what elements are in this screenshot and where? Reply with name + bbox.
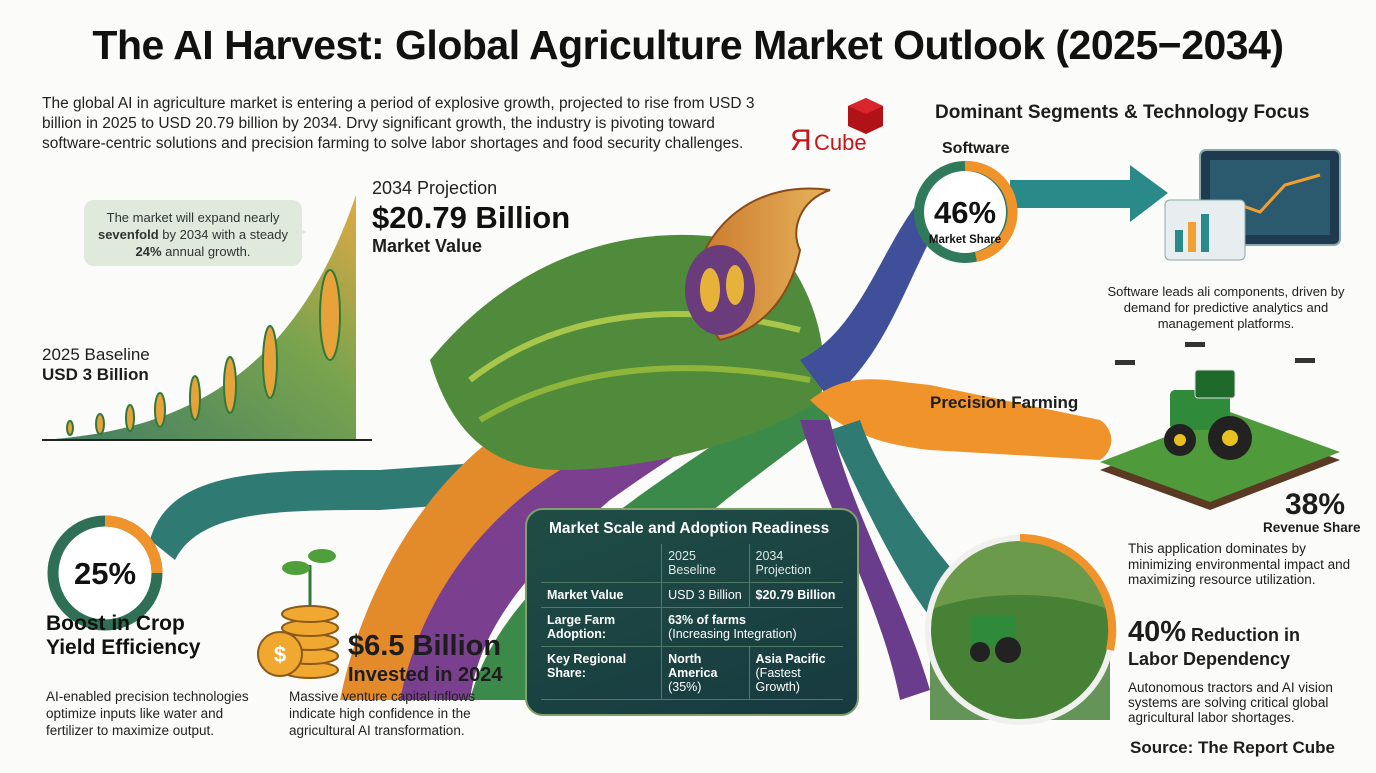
row-label: Key Regional Share: — [541, 646, 662, 700]
row-label: Market Value — [541, 582, 662, 608]
software-label: Software — [942, 140, 1010, 157]
cell-line: 63% of farms — [668, 613, 746, 627]
labor-percent: 40% — [1128, 616, 1187, 648]
svg-text:$: $ — [274, 642, 286, 667]
intro-paragraph: The global AI in agriculture market is e… — [42, 95, 755, 152]
cell: $20.79 Billion — [748, 582, 843, 608]
precision-farming-arrow — [810, 379, 1112, 460]
baseline-label: 2025 Baseline — [42, 345, 150, 364]
table-row: Large Farm Adoption: 63% of farms (Increas… — [541, 607, 843, 647]
cell-line: (Fastest Growth) — [755, 666, 801, 694]
cell: 63% of farms (Increasing Integration) — [661, 607, 843, 647]
projection-label: 2034 Projection — [372, 178, 498, 198]
callout-sevenfold: sevenfold — [97, 227, 159, 242]
software-percent: 46% — [933, 195, 997, 230]
projection-value: $20.79 Billion — [372, 200, 571, 235]
software-desc: Software leads ali components, driven by… — [1107, 284, 1345, 331]
market-scale-table: Market Scale and Adoption Readiness 2025… — [525, 508, 859, 716]
yield-title-line: Boost in Crop — [46, 612, 185, 635]
table-header — [541, 544, 662, 583]
cell-line: (35%) — [668, 680, 702, 694]
yield-percent: 25% — [73, 556, 137, 591]
growth-callout: The market will expand nearly sevenfold … — [84, 200, 306, 266]
analytics-dashboard-icon — [1164, 149, 1341, 261]
projection-sub: Market Value — [372, 236, 483, 256]
cell: USD 3 Billion — [661, 582, 750, 608]
table-row: Market Value USD 3 Billion $20.79 Billion — [541, 582, 843, 608]
precision-desc: This application dominates by minimizing… — [1128, 541, 1351, 587]
yield-title: Boost in Crop Yield Efficiency — [46, 612, 200, 660]
software-arrow — [1010, 165, 1168, 222]
table-title: Market Scale and Adoption Readiness — [549, 520, 830, 537]
svg-text:Cube: Cube — [814, 130, 867, 155]
tractor-drone-field-icon — [1100, 342, 1340, 510]
cell: Asia Pacific (Fastest Growth) — [748, 646, 843, 700]
segments-title: Dominant Segments & Technology Focus — [935, 102, 1310, 123]
baseline-value: USD 3 Billion — [42, 365, 149, 384]
labor-title: Reduction in — [1186, 625, 1301, 645]
cell-line: (Increasing Integration) — [668, 627, 797, 641]
labor-title: Labor Dependency — [1128, 649, 1291, 669]
precision-percent: 38% — [1285, 488, 1346, 521]
labor-heading: 40% Reduction in Labor Dependency — [1128, 618, 1301, 671]
svg-text:Я: Я — [790, 124, 812, 157]
coins-dollar-icon: $ — [257, 549, 339, 679]
source-credit: Source: The Report Cube — [1130, 738, 1335, 757]
precision-farming-label: Precision Farming — [930, 393, 1079, 412]
growth-curve-area — [42, 195, 356, 440]
cell-line: Asia Pacific — [755, 652, 826, 666]
callout-text: annual growth. — [161, 244, 251, 259]
row-label: Large Farm Adoption: — [541, 607, 662, 647]
yield-desc: AI-enabled precision technologies optimi… — [46, 689, 249, 738]
callout-text: by 2034 with a steady — [158, 227, 289, 242]
ryzecube-logo: Я Cube — [790, 98, 883, 157]
cell: North America (35%) — [661, 646, 750, 700]
cell-line: North America — [668, 652, 718, 680]
table-row: Key Regional Share: North America (35%) Asi… — [541, 646, 843, 700]
table-header: 2025 Beseline — [661, 544, 750, 583]
investment-sub: Invested in 2024 — [348, 664, 503, 686]
yield-title-line: Yield Efficiency — [46, 636, 201, 659]
table-header-row: 2025 Beseline 2034 Projection — [541, 544, 843, 583]
software-sub: Market Share — [928, 234, 1002, 246]
investment-amount: $6.5 Billion — [348, 630, 502, 662]
investment-desc: Massive venture capital inflows indicate… — [289, 689, 476, 738]
crop-plants-icon — [66, 269, 341, 436]
table-header: 2034 Projection — [748, 544, 843, 583]
callout-rate: 24% — [135, 244, 162, 259]
callout-text: The market will expand nearly — [106, 210, 280, 225]
page-title: The AI Harvest: Global Agriculture Marke… — [92, 22, 1284, 68]
labor-desc: Autonomous tractors and AI vision system… — [1128, 680, 1333, 725]
precision-sub: Revenue Share — [1263, 520, 1361, 535]
